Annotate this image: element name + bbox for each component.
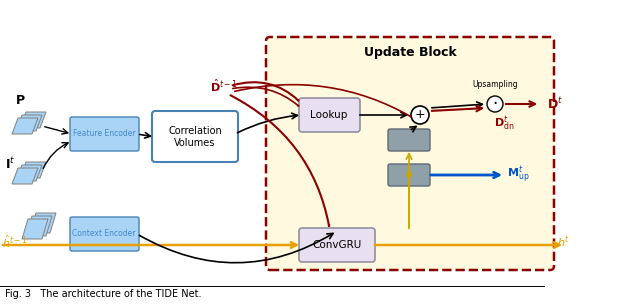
Text: Upsampling: Upsampling — [472, 80, 518, 89]
FancyBboxPatch shape — [388, 129, 430, 151]
Text: $\mathbf{M}^t_{\rm up}$: $\mathbf{M}^t_{\rm up}$ — [507, 164, 530, 186]
FancyArrowPatch shape — [233, 87, 298, 106]
FancyBboxPatch shape — [70, 117, 139, 151]
FancyArrowPatch shape — [235, 85, 411, 117]
Text: ·: · — [492, 95, 498, 113]
Text: $\hat{\mathbf{D}}^{t-1}$: $\hat{\mathbf{D}}^{t-1}$ — [210, 78, 238, 94]
Text: $h^t$: $h^t$ — [557, 234, 570, 250]
FancyBboxPatch shape — [299, 98, 360, 132]
Text: $\hat{h}^{t-1}$: $\hat{h}^{t-1}$ — [2, 234, 28, 250]
Text: $\mathbf{I}^t$: $\mathbf{I}^t$ — [5, 156, 15, 172]
Polygon shape — [16, 165, 42, 181]
Text: $\mathbf{D}^t_{\rm dn}$: $\mathbf{D}^t_{\rm dn}$ — [494, 115, 515, 133]
FancyArrowPatch shape — [230, 95, 329, 226]
FancyBboxPatch shape — [299, 228, 375, 262]
Text: $\mathbf{D}^t$: $\mathbf{D}^t$ — [547, 96, 563, 112]
Polygon shape — [30, 213, 56, 233]
Circle shape — [487, 96, 503, 112]
Polygon shape — [22, 219, 48, 239]
Polygon shape — [26, 216, 52, 236]
Text: +: + — [415, 109, 426, 122]
Text: Context Encoder: Context Encoder — [72, 230, 136, 239]
FancyBboxPatch shape — [70, 217, 139, 251]
Text: Fig. 3   The architecture of the TIDE Net.: Fig. 3 The architecture of the TIDE Net. — [5, 289, 202, 299]
FancyBboxPatch shape — [152, 111, 238, 162]
Polygon shape — [20, 112, 46, 128]
Text: Lookup: Lookup — [310, 110, 348, 120]
Polygon shape — [12, 168, 38, 184]
Polygon shape — [16, 115, 42, 131]
Text: Correlation
Volumes: Correlation Volumes — [168, 126, 222, 148]
FancyBboxPatch shape — [388, 164, 430, 186]
Polygon shape — [20, 162, 46, 178]
FancyArrowPatch shape — [233, 82, 298, 100]
FancyBboxPatch shape — [266, 37, 554, 270]
Text: Feature Encoder: Feature Encoder — [73, 130, 135, 139]
Text: P: P — [15, 94, 24, 107]
Text: Update Block: Update Block — [364, 46, 456, 59]
Circle shape — [411, 106, 429, 124]
Polygon shape — [12, 118, 38, 134]
Text: ConvGRU: ConvGRU — [312, 240, 362, 250]
